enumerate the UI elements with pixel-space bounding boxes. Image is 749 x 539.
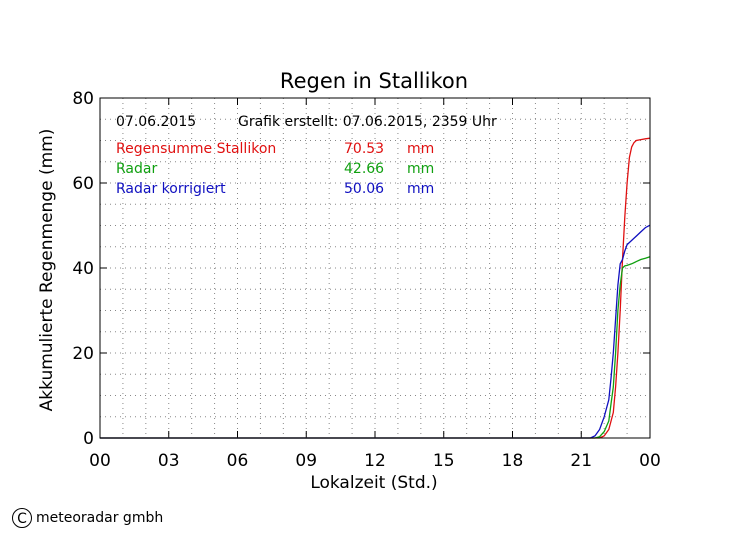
x-tick-label: 00: [89, 451, 111, 471]
info-box: 07.06.2015 Grafik erstellt: 07.06.2015, …: [116, 114, 497, 130]
credit-text: meteoradar gmbh: [36, 510, 164, 526]
x-tick-label: 09: [295, 451, 317, 471]
legend-name: Regensumme Stallikon: [116, 141, 276, 157]
x-tick-label: 00: [639, 451, 661, 471]
legend-total: 42.66: [344, 161, 384, 177]
y-axis-label: Akkumulierte Regenmenge (mm): [37, 129, 57, 412]
plot-frame: [99, 97, 651, 439]
legend-name: Radar: [116, 161, 157, 177]
series-line-radar: [100, 256, 651, 439]
x-tick-label: 03: [158, 451, 180, 471]
series-lines: [100, 137, 651, 439]
y-tick-label: 60: [72, 174, 94, 194]
credit: C meteoradar gmbh: [12, 508, 163, 528]
chart-title: Regen in Stallikon: [280, 69, 468, 93]
legend: Regensumme Stallikon 70.53 mm Radar 42.66 mm R…: [116, 141, 434, 197]
info-created: Grafik erstellt: 07.06.2015, 2359 Uhr: [238, 114, 497, 130]
x-axis-label: Lokalzeit (Std.): [310, 473, 437, 493]
legend-name: Radar korrigiert: [116, 181, 226, 197]
series-line-radar-korrigiert: [100, 224, 651, 439]
y-tick-label: 40: [72, 259, 94, 279]
grid: [100, 98, 650, 438]
y-tick-label: 0: [83, 429, 94, 449]
info-date: 07.06.2015: [116, 114, 196, 130]
x-tick-label: 15: [433, 451, 455, 471]
x-tick-label: 12: [364, 451, 386, 471]
legend-total: 70.53: [344, 141, 384, 157]
x-tick-label: 18: [502, 451, 524, 471]
x-tick-label: 06: [227, 451, 249, 471]
legend-unit: mm: [407, 161, 434, 177]
y-tick-label: 20: [72, 344, 94, 364]
series-line-regensumme-stallikon: [100, 137, 651, 439]
legend-unit: mm: [407, 181, 434, 197]
copyright-icon: C: [12, 508, 32, 528]
legend-unit: mm: [407, 141, 434, 157]
y-tick-label: 80: [72, 89, 94, 109]
legend-total: 50.06: [344, 181, 384, 197]
x-tick-label: 21: [570, 451, 592, 471]
